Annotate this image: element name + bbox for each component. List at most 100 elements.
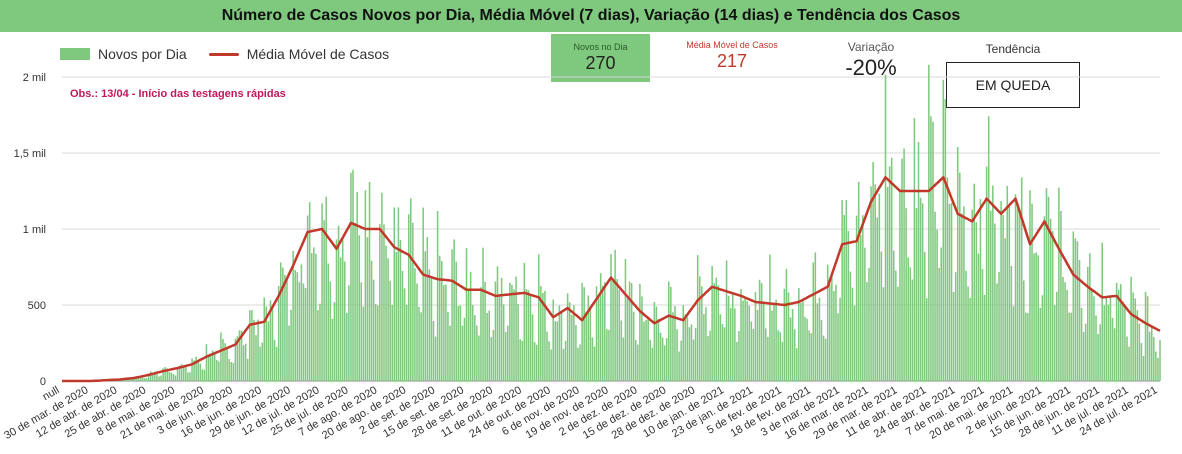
y-tick-label: 2 mil	[23, 72, 46, 84]
bar-novos-por-dia	[145, 378, 148, 381]
bar-novos-por-dia	[1111, 317, 1114, 381]
bar-novos-por-dia	[853, 305, 856, 381]
bar-novos-por-dia	[977, 253, 980, 381]
bar-novos-por-dia	[346, 312, 348, 381]
bar-novos-por-dia	[1016, 203, 1019, 381]
bar-novos-por-dia	[581, 283, 583, 381]
bar-novos-por-dia	[282, 267, 284, 381]
bar-novos-por-dia	[1153, 336, 1155, 381]
legend-item-bars[interactable]: Novos por Dia	[60, 46, 187, 62]
bar-novos-por-dia	[1105, 297, 1108, 381]
bar-novos-por-dia	[804, 316, 806, 381]
legend-item-line[interactable]: Média Móvel de Casos	[208, 46, 389, 62]
bar-novos-por-dia	[1072, 231, 1075, 381]
bar-novos-por-dia	[1025, 312, 1027, 381]
bar-novos-por-dia	[414, 268, 416, 381]
bar-novos-por-dia	[795, 348, 798, 381]
chart-title: Número de Casos Novos por Dia, Média Móv…	[221, 7, 961, 24]
bar-novos-por-dia	[911, 279, 914, 381]
bar-novos-por-dia	[818, 297, 821, 381]
bar-novos-por-dia	[550, 349, 552, 381]
bar-novos-por-dia	[149, 371, 152, 381]
bar-novos-por-dia	[740, 289, 742, 381]
bar-novos-por-dia	[839, 297, 841, 381]
bar-novos-por-dia	[727, 295, 730, 381]
bar-novos-por-dia	[975, 222, 978, 381]
bar-novos-por-dia	[544, 290, 546, 381]
bar-novos-por-dia	[189, 372, 191, 381]
bar-novos-por-dia	[504, 331, 507, 381]
bar-novos-por-dia	[542, 292, 544, 381]
bar-novos-por-dia	[816, 303, 819, 381]
bar-novos-por-dia	[1000, 201, 1002, 381]
bar-novos-por-dia	[606, 329, 608, 381]
bar-novos-por-dia	[630, 283, 633, 381]
bar-novos-por-dia	[731, 293, 734, 381]
bar-novos-por-dia	[554, 321, 557, 381]
bar-novos-por-dia	[156, 374, 158, 381]
bar-novos-por-dia	[558, 305, 561, 381]
bar-novos-por-dia	[447, 312, 449, 381]
bar-novos-por-dia	[942, 79, 945, 381]
bar-novos-por-dia	[1049, 218, 1052, 381]
bar-novos-por-dia	[1058, 187, 1060, 381]
bar-novos-por-dia	[529, 294, 532, 381]
bar-novos-por-dia	[874, 184, 876, 381]
bar-novos-por-dia	[785, 268, 788, 381]
bar-novos-por-dia	[127, 379, 129, 381]
bar-novos-por-dia	[1140, 343, 1143, 381]
bar-novos-por-dia	[428, 269, 431, 381]
bar-novos-por-dia	[199, 363, 202, 381]
bar-novos-por-dia	[395, 252, 398, 381]
kpi-tendencia-box: EM QUEDA	[946, 62, 1080, 108]
bar-novos-por-dia	[377, 305, 379, 381]
bar-novos-por-dia	[296, 272, 299, 381]
bar-novos-por-dia	[205, 344, 208, 381]
kpi-media-movel: Média Móvel de Casos 217	[672, 40, 792, 72]
bar-novos-por-dia	[963, 206, 965, 381]
bar-novos-por-dia	[915, 208, 918, 381]
bar-novos-por-dia	[465, 248, 468, 381]
bar-novos-por-dia	[765, 328, 767, 381]
bar-novos-por-dia	[521, 340, 524, 381]
bar-novos-por-dia	[147, 374, 150, 381]
bar-novos-por-dia	[676, 329, 678, 381]
bar-novos-por-dia	[422, 207, 424, 381]
bar-novos-por-dia	[1064, 282, 1066, 381]
bar-novos-por-dia	[257, 319, 259, 381]
bar-novos-por-dia	[1148, 331, 1151, 381]
bar-novos-por-dia	[1084, 323, 1087, 381]
bar-novos-por-dia	[645, 319, 647, 381]
bar-novos-por-dia	[471, 304, 474, 381]
bar-novos-por-dia	[864, 247, 866, 381]
bar-novos-por-dia	[1095, 315, 1097, 381]
bar-novos-por-dia	[298, 282, 301, 381]
bar-novos-por-dia	[341, 239, 344, 381]
bar-novos-por-dia	[626, 298, 629, 381]
bar-novos-por-dia	[502, 304, 505, 381]
bar-novos-por-dia	[1134, 298, 1137, 381]
bar-novos-por-dia	[1033, 253, 1035, 381]
bar-novos-por-dia	[1060, 210, 1062, 381]
bar-novos-por-dia	[1082, 331, 1085, 381]
bar-novos-por-dia	[956, 147, 959, 381]
bar-novos-por-dia	[812, 262, 815, 381]
bar-novos-por-dia	[777, 330, 779, 381]
bar-novos-por-dia	[709, 330, 711, 381]
bar-novos-por-dia	[294, 270, 296, 381]
bar-novos-por-dia	[259, 346, 261, 381]
kpi-variacao-value: -20%	[845, 55, 897, 80]
bar-novos-por-dia	[280, 262, 282, 381]
bar-novos-por-dia	[895, 270, 897, 381]
bar-novos-por-dia	[589, 309, 592, 381]
bar-novos-por-dia	[701, 286, 703, 381]
bar-novos-por-dia	[965, 270, 967, 381]
bar-novos-por-dia	[362, 306, 365, 381]
bar-novos-por-dia	[187, 372, 189, 381]
bar-novos-por-dia	[954, 272, 957, 381]
bar-novos-por-dia	[500, 277, 503, 381]
bar-novos-por-dia	[798, 287, 800, 381]
bar-novos-por-dia	[182, 365, 185, 381]
bar-novos-por-dia	[300, 264, 303, 381]
bar-novos-por-dia	[515, 276, 517, 381]
